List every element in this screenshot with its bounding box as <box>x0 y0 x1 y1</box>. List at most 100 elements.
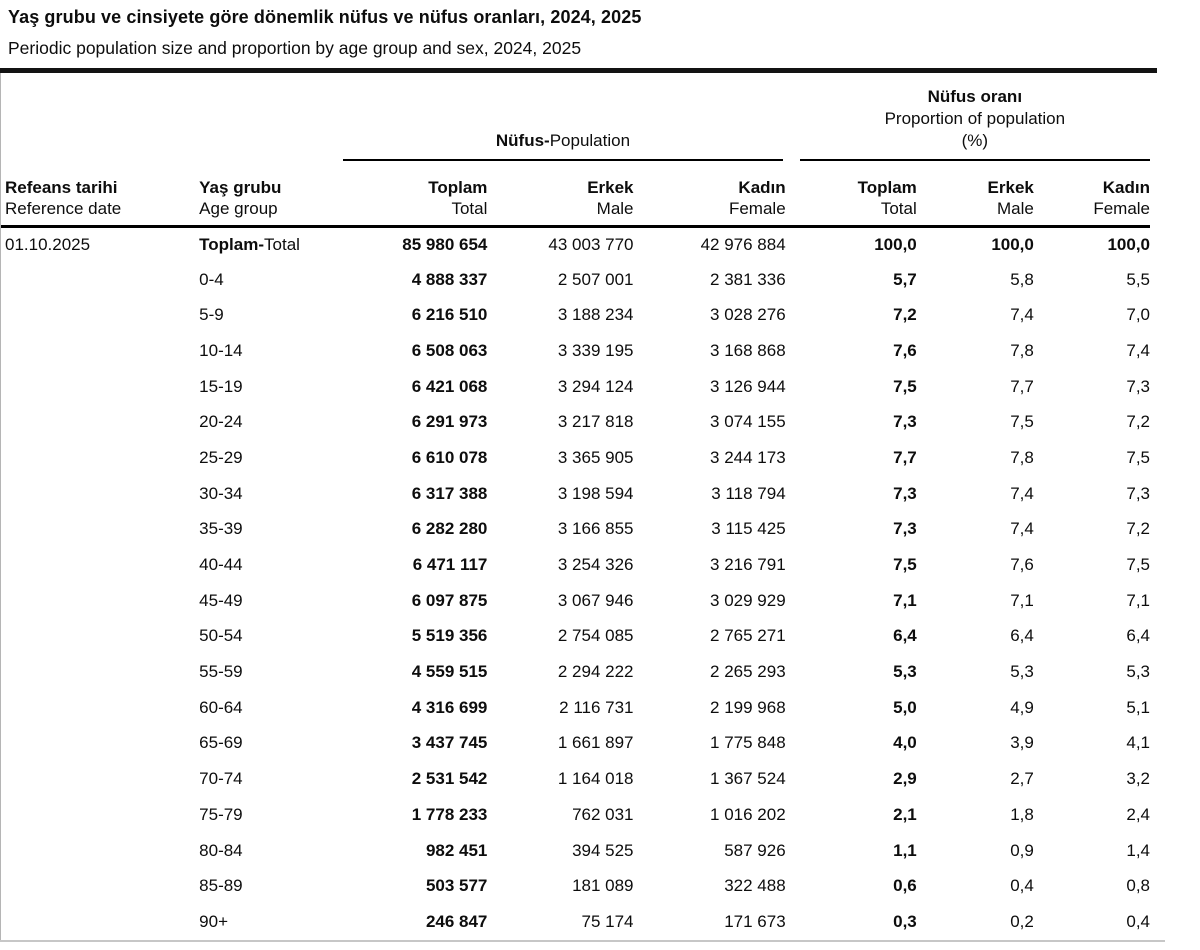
cell-age: 15-19 <box>199 376 243 396</box>
group-header-row: Nüfus-Population Nüfus oranı Proportion … <box>1 73 1150 161</box>
cell-reference-date <box>1 333 195 369</box>
age-header-en: Age group <box>199 198 278 218</box>
cell-pop-total: 6 471 117 <box>412 555 488 575</box>
cell-pop-male: 2 116 731 <box>559 697 634 717</box>
cell-reference-date <box>1 440 195 476</box>
cell-reference-date <box>1 369 195 405</box>
cell-pop-total: 6 097 875 <box>411 590 488 610</box>
cell-pop-male: 1 661 897 <box>557 733 634 753</box>
cell-age-group: 45-49 <box>195 583 337 619</box>
cell-prop-total: 100,0 <box>874 234 917 254</box>
cell-reference-date <box>1 690 195 726</box>
cell-age: 90+ <box>199 911 228 931</box>
cell-prop-total: 1,1 <box>893 840 917 860</box>
cell-prop-female: 7,5 <box>1126 555 1150 575</box>
table-row: 01.10.2025 Toplam-Total 85 980 654 43 00… <box>1 226 1150 262</box>
cell-reference-date <box>1 904 195 940</box>
cell-pop-male: 2 294 222 <box>557 662 634 682</box>
cell-prop-male: 7,4 <box>1010 483 1034 503</box>
cell-age: 50-54 <box>199 626 243 646</box>
cell-age: 85-89 <box>199 876 243 896</box>
cell-pop-female: 3 216 791 <box>710 555 786 575</box>
table-header: Nüfus-Population Nüfus oranı Proportion … <box>1 73 1150 228</box>
cell-pop-total: 6 421 068 <box>411 376 488 396</box>
cell-age-group: 40-44 <box>195 547 337 583</box>
cell-pop-male: 75 174 <box>581 911 634 931</box>
table-row: 85-89 503 577 181 089 322 488 0,6 0,4 0,… <box>1 868 1150 904</box>
col-header-age-group: Yaş grubu Age group <box>195 161 338 228</box>
cell-prop-female: 7,0 <box>1126 305 1150 325</box>
cell-prop-female: 7,3 <box>1126 483 1150 503</box>
ref-date-header-en: Reference date <box>5 198 122 218</box>
cell-age-group: 85-89 <box>195 868 337 904</box>
population-label-tr: Nüfus- <box>495 131 550 150</box>
pop-female-header-en: Female <box>728 198 786 218</box>
cell-reference-date <box>1 797 195 833</box>
cell-prop-male: 7,8 <box>1010 447 1034 467</box>
cell-age: 45-49 <box>199 590 243 610</box>
cell-pop-male: 394 525 <box>572 840 634 860</box>
cell-pop-male: 3 166 855 <box>557 519 634 539</box>
page-title: Yaş grubu ve cinsiyete göre dönemlik nüf… <box>8 7 642 27</box>
cell-pop-male: 2 507 001 <box>557 269 634 289</box>
cell-pop-total: 4 559 515 <box>411 662 488 682</box>
cell-prop-total: 0,3 <box>893 911 917 931</box>
cell-pop-female: 2 199 968 <box>710 697 786 717</box>
cell-pop-total: 246 847 <box>425 911 488 931</box>
col-header-reference-date: Refeans tarihi Reference date <box>1 161 196 228</box>
cell-pop-female: 2 381 336 <box>710 269 786 289</box>
cell-age: 20-24 <box>199 412 243 432</box>
table-row: 80-84 982 451 394 525 587 926 1,1 0,9 1,… <box>1 833 1150 869</box>
table-row: 10-14 6 508 063 3 339 195 3 168 868 7,6 … <box>1 333 1150 369</box>
prop-female-header-tr: Kadın <box>1102 177 1150 197</box>
cell-pop-male: 3 254 326 <box>557 555 634 575</box>
population-table: Nüfus-Population Nüfus oranı Proportion … <box>1 73 1150 940</box>
table-row: 15-19 6 421 068 3 294 124 3 126 944 7,5 … <box>1 369 1150 405</box>
cell-prop-female: 4,1 <box>1126 733 1150 753</box>
cell-pop-total: 6 317 388 <box>411 483 488 503</box>
cell-prop-total: 7,2 <box>893 305 917 325</box>
cell-prop-male: 7,8 <box>1010 340 1034 360</box>
cell-prop-male: 7,7 <box>1010 376 1034 396</box>
cell-age-bold: Toplam- <box>199 234 265 254</box>
cell-age-group: 90+ <box>195 904 337 940</box>
cell-prop-female: 7,4 <box>1126 340 1150 360</box>
cell-age: 0-4 <box>199 269 224 289</box>
table-row: 20-24 6 291 973 3 217 818 3 074 155 7,3 … <box>1 404 1150 440</box>
table-row: 65-69 3 437 745 1 661 897 1 775 848 4,0 … <box>1 726 1150 762</box>
cell-age: 70-74 <box>199 769 243 789</box>
group-header-population: Nüfus-Population <box>337 73 785 161</box>
age-header-tr: Yaş grubu <box>199 177 282 197</box>
group-header-proportion: Nüfus oranı Proportion of population (%) <box>786 73 1150 161</box>
population-table-wrap: Nüfus-Population Nüfus oranı Proportion … <box>0 73 1158 940</box>
prop-female-header-en: Female <box>1093 198 1150 218</box>
cell-prop-male: 7,4 <box>1010 519 1034 539</box>
cell-pop-total: 6 291 973 <box>411 412 488 432</box>
cell-pop-total: 6 216 510 <box>411 305 488 325</box>
cell-age-group: 15-19 <box>195 369 337 405</box>
table-row: 50-54 5 519 356 2 754 085 2 765 271 6,4 … <box>1 619 1150 655</box>
cell-prop-total: 2,1 <box>893 804 917 824</box>
cell-prop-total: 7,3 <box>893 519 917 539</box>
cell-pop-total: 4 888 337 <box>411 269 488 289</box>
table-row: 70-74 2 531 542 1 164 018 1 367 524 2,9 … <box>1 761 1150 797</box>
cell-age: 10-14 <box>199 340 243 360</box>
proportion-group-label: Nüfus oranı Proportion of population (%) <box>799 86 1150 161</box>
pop-female-header-tr: Kadın <box>738 177 786 197</box>
cell-pop-female: 1 016 202 <box>710 804 786 824</box>
page-subtitle: Periodic population size and proportion … <box>8 38 582 58</box>
cell-age-group: 70-74 <box>195 761 337 797</box>
cell-pop-total: 982 451 <box>425 840 488 860</box>
cell-prop-male: 7,1 <box>1010 590 1034 610</box>
cell-age: 55-59 <box>199 662 243 682</box>
col-header-pop-male: Erkek Male <box>487 161 634 228</box>
cell-prop-female: 6,4 <box>1126 626 1150 646</box>
pop-male-header-tr: Erkek <box>587 177 634 197</box>
cell-age: 25-29 <box>199 447 243 467</box>
pop-total-header-en: Total <box>451 198 488 218</box>
cell-age: 30-34 <box>199 483 243 503</box>
table-row: 55-59 4 559 515 2 294 222 2 265 293 5,3 … <box>1 654 1150 690</box>
cell-prop-total: 5,7 <box>893 269 917 289</box>
cell-pop-female: 42 976 884 <box>700 234 786 254</box>
cell-pop-female: 3 028 276 <box>710 305 786 325</box>
